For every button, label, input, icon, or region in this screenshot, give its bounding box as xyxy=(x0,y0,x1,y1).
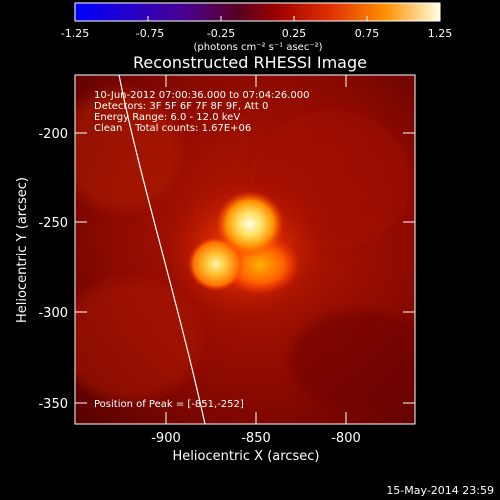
colorbar-tick-label: 0.75 xyxy=(355,27,380,40)
x-tick-label: -850 xyxy=(241,431,271,446)
source-primary xyxy=(216,191,284,257)
colorbar-units-label: (photons cm⁻² s⁻¹ asec⁻²) xyxy=(193,42,322,53)
colorbar-tick-label: 1.25 xyxy=(428,27,453,40)
x-axis-label: Heliocentric X (arcsec) xyxy=(173,449,320,464)
y-tick-label: -200 xyxy=(38,127,68,142)
colorbar-tick-label: -0.75 xyxy=(136,27,164,40)
y-tick-label: -350 xyxy=(38,397,68,412)
colorbar xyxy=(74,2,441,22)
y-tick-label: -300 xyxy=(38,306,68,321)
image-title: Reconstructed RHESSI Image xyxy=(133,53,367,72)
y-axis-label: Heliocentric Y (arcsec) xyxy=(15,177,30,323)
rhessi-image xyxy=(75,75,415,424)
footer-date: 15-May-2014 23:59 xyxy=(386,484,494,497)
detectors-text: Detectors: 3F 5F 6F 7F 8F 9F, Att 0 xyxy=(94,101,268,112)
y-tick-label: -250 xyxy=(38,216,68,231)
colorbar-tick-label: 0.25 xyxy=(282,27,307,40)
x-tick-label: -800 xyxy=(331,431,361,446)
clean-counts-text: Clean Total counts: 1.67E+06 xyxy=(94,123,251,134)
x-tick-label: -900 xyxy=(151,431,181,446)
plot-frame xyxy=(74,74,416,425)
energy-range-text: Energy Range: 6.0 - 12.0 keV xyxy=(94,112,240,123)
colorbar-tick-label: -0.25 xyxy=(207,27,235,40)
axis-ticks xyxy=(75,75,415,424)
solar-limb xyxy=(118,75,206,424)
time-range-text: 10-Jun-2012 07:00:36.000 to 07:04:26.000 xyxy=(94,90,310,101)
peak-position-text: Position of Peak = [-851,-252] xyxy=(94,399,244,410)
colorbar-tick-label: -1.25 xyxy=(61,27,89,40)
colorbar-ticks xyxy=(74,16,441,21)
